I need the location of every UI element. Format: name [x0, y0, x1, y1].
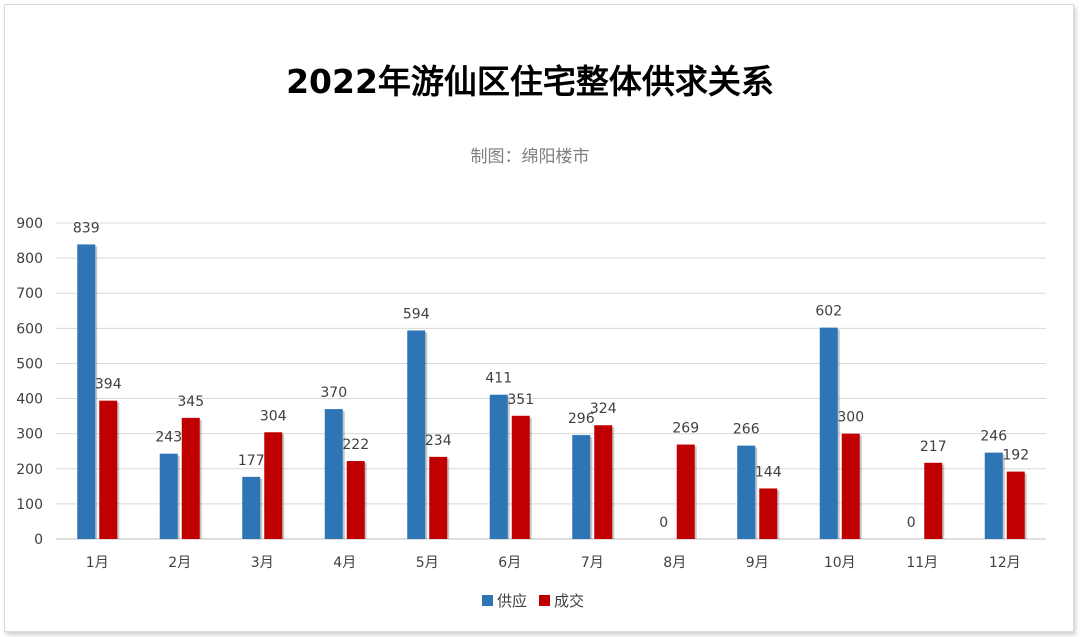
bar-sales: [594, 425, 613, 539]
data-label: 370: [320, 385, 347, 401]
data-label: 234: [425, 433, 452, 449]
bar-supply: [77, 244, 96, 539]
legend-swatch: [482, 595, 493, 606]
data-label: 177: [238, 453, 265, 469]
data-label: 0: [659, 515, 668, 531]
data-label: 222: [342, 437, 369, 453]
data-label: 394: [95, 377, 122, 393]
x-axis-ticks: 1月 2月 3月 4月 5月 6月 7月 8月 9月 10月 11月 12月: [86, 555, 1021, 571]
bar-sales: [511, 415, 530, 539]
y-tick-label: 800: [16, 251, 43, 267]
bar-supply: [159, 453, 178, 539]
data-label: 345: [177, 394, 204, 410]
y-tick-label: 400: [16, 392, 43, 408]
x-tick-label: 2月: [168, 555, 191, 571]
x-tick-label: 10月: [824, 555, 856, 571]
bar-sales: [181, 417, 200, 539]
bar-sales: [346, 461, 365, 539]
bar-sales: [759, 488, 778, 539]
data-label: 144: [755, 464, 782, 480]
bar-sales: [676, 444, 695, 539]
y-axis-ticks: 0 100 200 300 400 500 600 700 800 900: [16, 216, 43, 548]
x-tick-label: 11月: [906, 555, 938, 571]
x-tick-label: 12月: [989, 555, 1021, 571]
x-tick-label: 1月: [86, 555, 109, 571]
data-label: 351: [507, 392, 534, 408]
data-label: 304: [260, 408, 287, 424]
y-tick-label: 600: [16, 321, 43, 337]
data-label: 324: [590, 401, 617, 417]
data-label: 217: [920, 439, 947, 455]
x-tick-label: 7月: [581, 555, 604, 571]
y-tick-label: 200: [16, 462, 43, 478]
chart-subtitle: 制图：绵阳楼市: [471, 147, 590, 167]
bar-sales: [1006, 471, 1025, 539]
data-label: 602: [815, 304, 842, 320]
data-label: 0: [907, 515, 916, 531]
x-tick-label: 5月: [416, 555, 439, 571]
bar-supply: [489, 394, 508, 539]
bar-supply: [737, 445, 756, 539]
data-label: 192: [1002, 448, 1029, 464]
data-label: 411: [485, 371, 512, 387]
bar-sales: [924, 462, 943, 539]
bar-sales: [841, 433, 860, 539]
bar-supply: [572, 435, 591, 539]
x-tick-label: 9月: [746, 555, 769, 571]
y-tick-label: 500: [16, 356, 43, 372]
bar-sales: [99, 400, 118, 539]
gridlines: [56, 222, 1046, 540]
bar-supply: [819, 327, 838, 539]
x-tick-label: 6月: [498, 555, 521, 571]
x-tick-label: 4月: [333, 555, 356, 571]
bar-supply: [407, 330, 426, 539]
legend-label: 成交: [554, 592, 584, 610]
data-label: 300: [837, 410, 864, 426]
chart-title: 2022年游仙区住宅整体供求关系: [286, 62, 774, 101]
x-tick-label: 3月: [251, 555, 274, 571]
bar-supply: [984, 452, 1003, 539]
data-label: 246: [980, 429, 1007, 445]
bars: [77, 244, 1027, 539]
data-label: 269: [672, 421, 699, 437]
bar-sales: [429, 456, 448, 539]
bar-supply: [324, 409, 343, 539]
legend-label: 供应: [497, 592, 527, 610]
data-label: 266: [733, 422, 760, 438]
legend-swatch: [539, 595, 550, 606]
y-tick-label: 100: [16, 497, 43, 513]
data-labels: 8393942433451773043702225942344113512963…: [73, 220, 1029, 531]
bar-sales: [264, 432, 283, 539]
data-label: 296: [568, 411, 595, 427]
data-label: 243: [155, 430, 182, 446]
y-tick-label: 0: [34, 532, 43, 548]
legend: 供应 成交: [482, 592, 584, 610]
y-tick-label: 300: [16, 427, 43, 443]
data-label: 594: [403, 306, 430, 322]
data-label: 839: [73, 220, 100, 236]
y-tick-label: 700: [16, 286, 43, 302]
y-tick-label: 900: [16, 216, 43, 232]
bar-supply: [242, 476, 261, 539]
x-tick-label: 8月: [663, 555, 686, 571]
